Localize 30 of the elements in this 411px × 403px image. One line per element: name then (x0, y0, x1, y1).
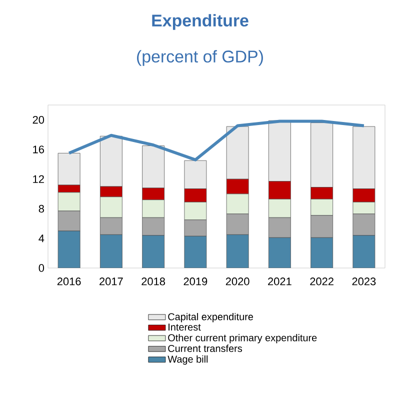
legend-label: Capital expenditure (168, 312, 254, 322)
x-tick-label: 2022 (310, 278, 334, 286)
legend-label: Interest (168, 324, 201, 331)
chart-subtitle: (percent of GDP) (137, 50, 263, 66)
y-tick-label: 0 (38, 264, 44, 272)
y-tick-label: 12 (33, 175, 44, 183)
bar (184, 236, 207, 268)
chart-title: Expenditure (152, 14, 248, 30)
line-series (68, 120, 366, 162)
x-tick-label: 2023 (352, 278, 376, 286)
legend-label: Current transfers (168, 344, 242, 352)
y-tick-label: 4 (38, 234, 44, 242)
y-tick-label: 8 (38, 204, 44, 213)
bar (268, 237, 291, 268)
bar (352, 235, 376, 268)
bar (226, 234, 249, 268)
y-tick-label: 20 (32, 116, 44, 124)
x-tick-label: 2021 (268, 278, 292, 286)
x-tick-label: 2020 (226, 278, 250, 286)
bar (310, 237, 334, 268)
bar (142, 235, 165, 268)
bar (100, 234, 122, 268)
legend-label: Wage bill (168, 355, 208, 365)
x-tick-label: 2016 (57, 278, 81, 286)
x-tick-label: 2018 (142, 278, 166, 286)
bar (58, 230, 80, 268)
y-tick-label: 16 (33, 146, 44, 154)
x-tick-label: 2019 (184, 278, 208, 286)
legend-label: Other current primary expenditure (168, 334, 317, 344)
x-tick-label: 2017 (100, 278, 123, 286)
